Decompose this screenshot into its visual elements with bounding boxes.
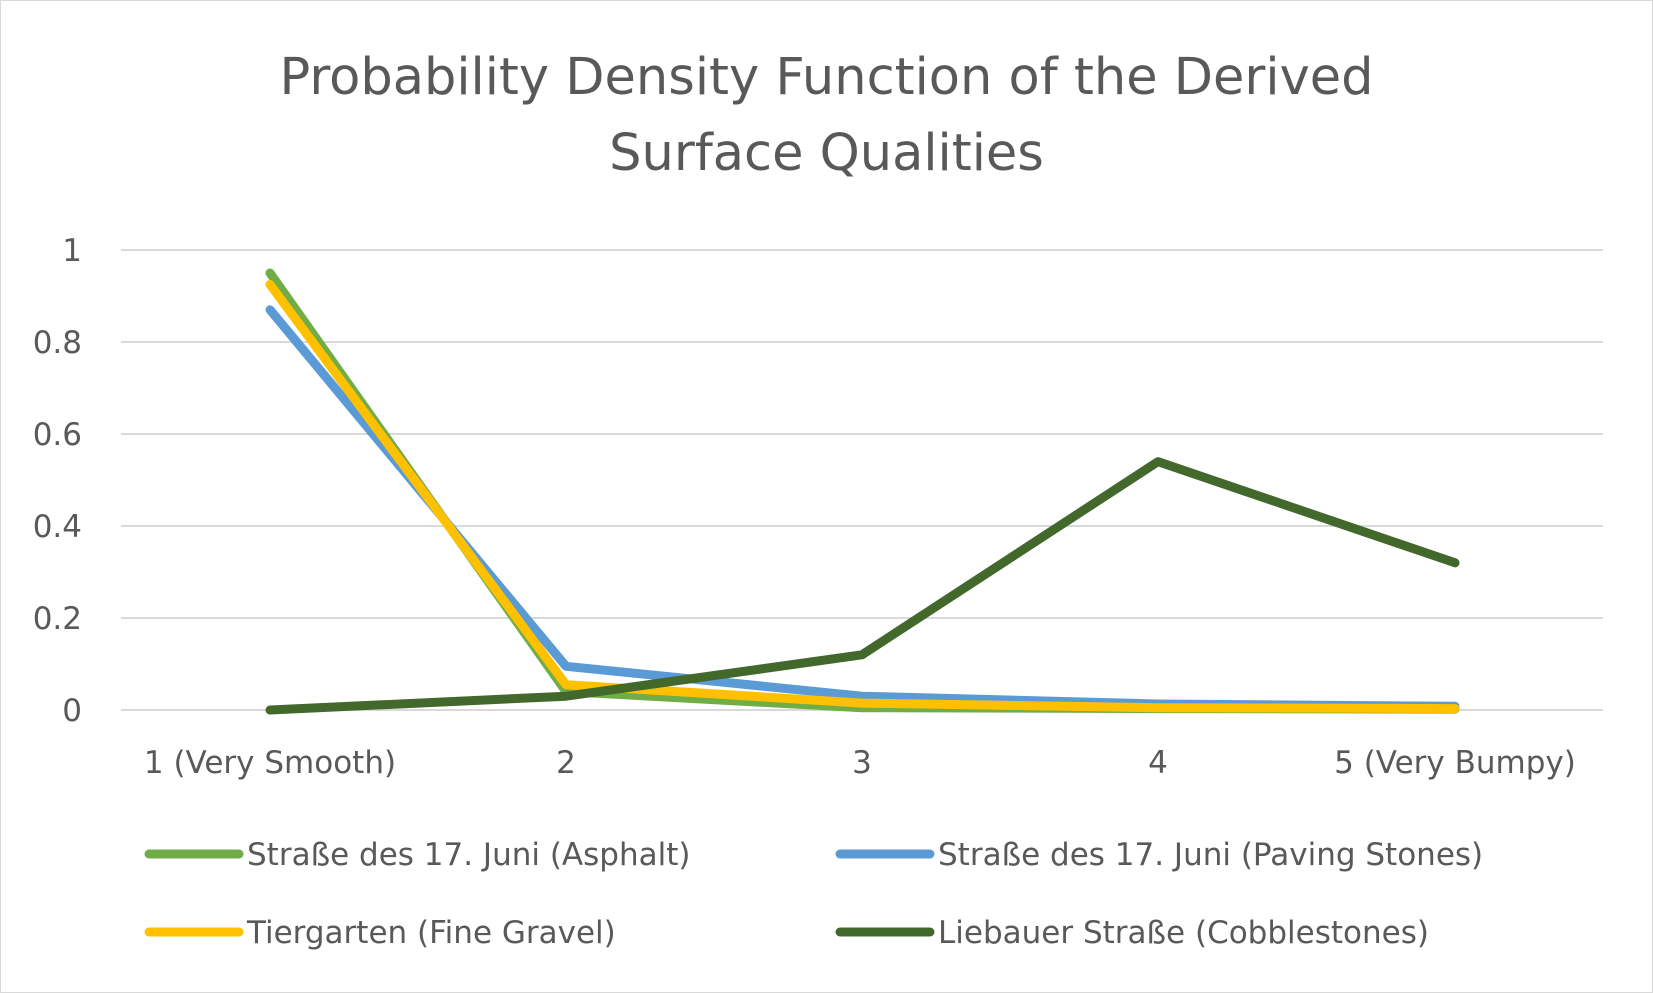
legend-label-4: Liebauer Straße (Cobblestones): [938, 915, 1429, 951]
series-line-1: [265, 268, 1460, 714]
series-line-3: [265, 280, 1460, 714]
x-tick-label: 5 (Very Bumpy): [1334, 745, 1576, 781]
x-tick-label: 2: [556, 745, 576, 781]
legend-label-2: Straße des 17. Juni (Paving Stones): [938, 837, 1483, 873]
legend: Straße des 17. Juni (Asphalt) Straße des …: [144, 837, 1483, 951]
chart-title: Probability Density Function of the Deri…: [0, 40, 1653, 192]
gridlines: [121, 249, 1603, 711]
legend-label-3: Tiergarten (Fine Gravel): [246, 915, 616, 951]
y-axis-ticks: 0 0.2 0.4 0.6 0.8 1: [33, 233, 82, 729]
y-tick-label: 1: [62, 233, 82, 269]
x-axis-ticks: 1 (Very Smooth) 2 3 4 5 (Very Bumpy): [144, 745, 1576, 781]
y-tick-label: 0.8: [33, 325, 82, 361]
y-tick-label: 0.2: [33, 601, 82, 637]
y-tick-label: 0.6: [33, 417, 82, 453]
series-lines: [265, 268, 1460, 715]
chart-title-line-1: Probability Density Function of the Deri…: [279, 48, 1374, 107]
y-tick-label: 0: [62, 693, 82, 729]
x-tick-label: 1 (Very Smooth): [144, 745, 396, 781]
chart-title-line-2: Surface Qualities: [609, 124, 1044, 183]
series-line-4: [265, 457, 1460, 715]
legend-label-1: Straße des 17. Juni (Asphalt): [247, 837, 690, 873]
x-tick-label: 3: [852, 745, 872, 781]
x-tick-label: 4: [1148, 745, 1168, 781]
y-tick-label: 0.4: [33, 509, 82, 545]
series-line-2: [265, 305, 1460, 711]
